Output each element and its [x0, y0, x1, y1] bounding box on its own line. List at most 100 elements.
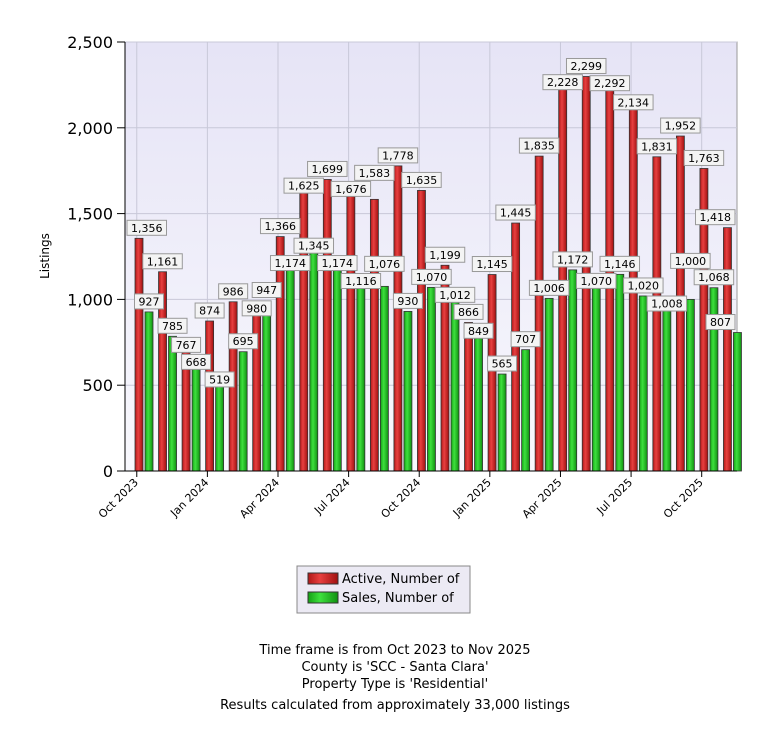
sales-data-label: 707 [510, 331, 541, 348]
data-label-box [218, 283, 249, 300]
sales-data-label: 930 [392, 292, 423, 309]
data-label-box [259, 218, 301, 235]
active-bar [393, 165, 403, 472]
data-label-text: 1,006 [533, 282, 565, 295]
active-data-label: 1,199 [424, 246, 466, 263]
sales-bar [215, 381, 225, 472]
data-label-text: 1,418 [700, 211, 732, 224]
x-tick-label: Jan 2025 [450, 476, 494, 520]
sales-data-label: 1,008 [646, 295, 688, 312]
sales-data-label: 1,146 [599, 255, 641, 272]
sales-data-label: 1,006 [528, 279, 570, 296]
data-label-box [528, 279, 570, 296]
listings-bar-chart: 0 500 1,000 1,500 2,000 2,500 Oct 2023 Jan 2024… [38, 33, 742, 614]
active-bar [723, 227, 732, 472]
sales-data-label: 1,116 [340, 272, 382, 289]
y-tick-label: 1,000 [67, 290, 113, 309]
data-label-box [392, 292, 423, 309]
data-label-text: 807 [710, 316, 731, 329]
active-data-label: 1,583 [354, 164, 395, 181]
sales-data-label: 1,172 [552, 251, 593, 268]
sales-bar [262, 308, 272, 472]
data-label-text: 849 [468, 325, 489, 338]
data-label-box [670, 252, 711, 269]
data-label-box [565, 57, 607, 74]
data-label-text: 927 [139, 295, 160, 308]
active-data-label: 1,366 [259, 218, 301, 235]
sales-bar [521, 349, 531, 472]
data-label-text: 707 [515, 333, 536, 346]
data-label-box [181, 353, 212, 370]
y-tick-label: 2,000 [67, 119, 113, 138]
data-label-text: 1,172 [557, 253, 589, 266]
x-tick-label: Jan 2024 [167, 476, 211, 520]
sales-data-label: 1,020 [623, 277, 664, 294]
active-bar [346, 182, 356, 472]
data-label-text: 1,952 [665, 120, 697, 133]
data-label-box [613, 94, 654, 111]
data-label-box [364, 255, 405, 272]
data-label-box [340, 272, 382, 289]
note-timeframe: Time frame is from Oct 2023 to Nov 2025 [259, 643, 531, 658]
data-label-text: 1,116 [345, 275, 377, 288]
data-label-box [693, 269, 735, 286]
sales-bar [309, 239, 319, 472]
active-data-label: 2,292 [589, 75, 631, 92]
legend: Active, Number of Sales, Number of [296, 565, 471, 614]
data-label-box [354, 164, 395, 181]
data-label-box [157, 317, 188, 334]
sales-bar [450, 296, 460, 472]
data-label-box [228, 333, 259, 350]
x-tick-label: Oct 2024 [378, 476, 423, 521]
sales-bar [662, 297, 672, 472]
sales-data-label: 1,345 [293, 237, 335, 254]
data-label-box [330, 180, 372, 197]
active-bar [322, 179, 332, 472]
data-label-text: 2,292 [594, 77, 626, 90]
active-bar [487, 274, 497, 472]
data-label-text: 1,012 [439, 289, 471, 302]
active-data-label: 2,134 [613, 94, 654, 111]
active-data-label: 1,161 [142, 253, 183, 270]
data-label-box [307, 160, 348, 177]
sales-bar [403, 311, 413, 472]
data-label-box [487, 355, 518, 372]
data-label-box [495, 204, 536, 221]
sales-bar [591, 286, 601, 472]
data-label-box [518, 137, 560, 154]
data-label-box [204, 371, 235, 388]
x-tick-label: Jul 2025 [594, 476, 636, 518]
sales-data-label: 1,000 [670, 252, 711, 269]
active-data-label: 2,228 [542, 74, 583, 91]
x-tick-label: Oct 2023 [96, 476, 141, 521]
note-results: Results calculated from approximately 33… [220, 698, 570, 713]
data-label-box [589, 75, 631, 92]
data-label-box [636, 138, 678, 155]
active-bar [252, 302, 262, 472]
data-label-text: 1,625 [288, 180, 320, 193]
data-label-box [623, 277, 664, 294]
data-label-text: 1,356 [131, 222, 163, 235]
data-label-text: 668 [186, 356, 207, 369]
sales-bar [191, 355, 201, 472]
sales-bar [238, 351, 248, 472]
y-tick-label: 1,500 [67, 205, 113, 224]
sales-bar [332, 269, 342, 472]
active-data-label: 2,299 [565, 57, 607, 74]
sales-data-label: 565 [487, 355, 518, 372]
data-label-box [695, 209, 736, 226]
data-label-box [411, 268, 452, 285]
sales-bar [356, 279, 366, 472]
note-property-type: Property Type is 'Residential' [301, 677, 489, 692]
active-bar [464, 321, 473, 472]
data-label-box [552, 251, 593, 268]
data-label-text: 980 [246, 302, 267, 315]
data-label-text: 1,008 [651, 298, 683, 311]
sales-bar [285, 269, 295, 472]
sales-bar [568, 269, 578, 472]
active-bar [534, 155, 544, 472]
data-label-text: 1,076 [369, 258, 401, 271]
active-bar [417, 190, 426, 472]
sales-bar [427, 286, 436, 472]
sales-data-label: 807 [705, 314, 736, 331]
